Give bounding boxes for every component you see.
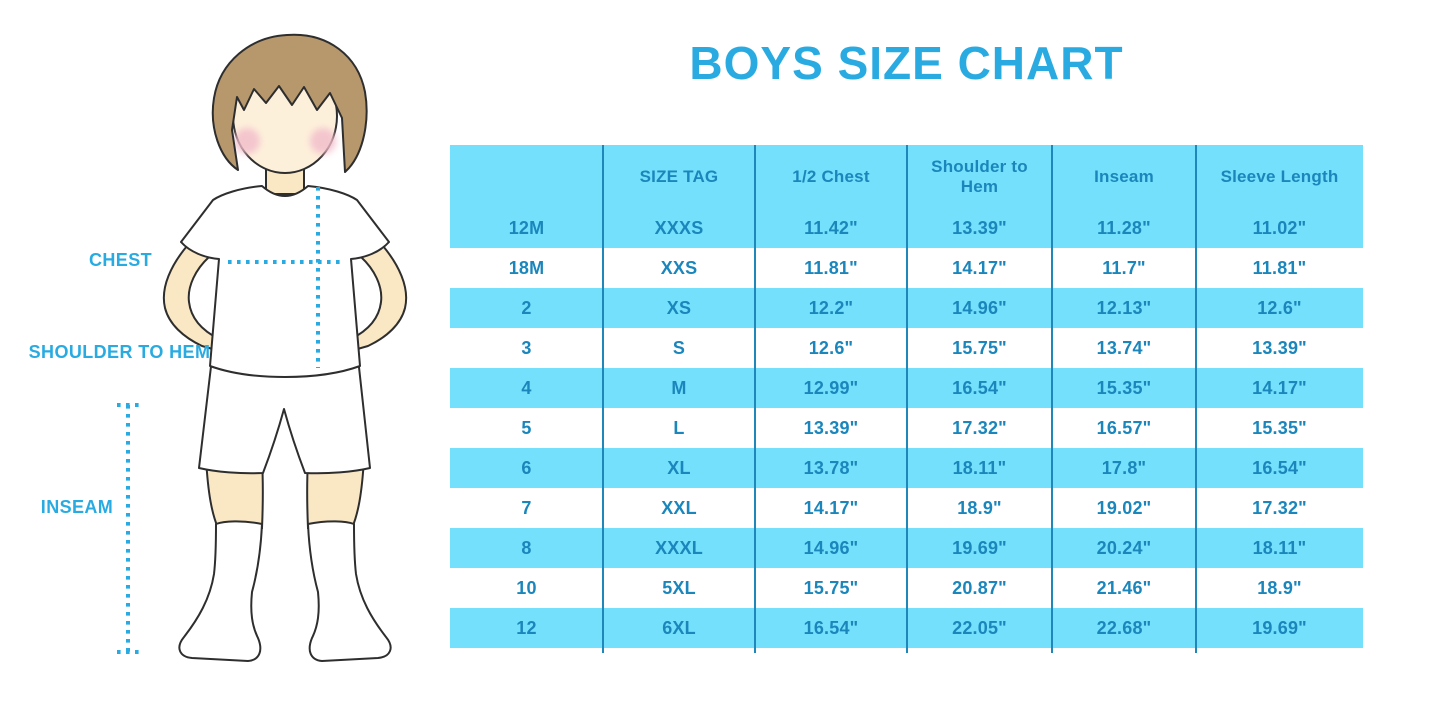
header-cell-inseam: Inseam bbox=[1094, 166, 1154, 186]
cell-size-tag: L bbox=[673, 417, 685, 438]
cell-sleeve-length: 19.69" bbox=[1252, 617, 1307, 638]
cell-half-chest: 12.6" bbox=[808, 337, 854, 358]
cell-inseam: 15.35" bbox=[1096, 377, 1152, 398]
cell-inseam: 11.7" bbox=[1102, 257, 1146, 278]
cell-sleeve-length: 15.35" bbox=[1252, 417, 1307, 438]
cell-shoulder-hem: 14.17" bbox=[952, 257, 1007, 278]
cell-size-tag: XS bbox=[666, 297, 692, 318]
cell-sleeve-length: 14.17" bbox=[1252, 377, 1307, 398]
cell-sleeve-length: 13.39" bbox=[1252, 337, 1307, 358]
cell-shoulder-hem: 18.11" bbox=[952, 457, 1007, 478]
cell-half-chest: 11.42" bbox=[804, 217, 858, 238]
measurement-guides bbox=[117, 187, 345, 654]
cell-half-chest: 16.54" bbox=[803, 617, 859, 638]
cell-size-tag: 5XL bbox=[662, 577, 696, 598]
cell-sleeve-length: 16.54" bbox=[1252, 457, 1307, 478]
header-cell-sleeve-length: Sleeve Length bbox=[1220, 166, 1339, 186]
cell-shoulder-hem: 17.32" bbox=[952, 417, 1007, 438]
cell-sleeve-length: 18.11" bbox=[1252, 537, 1307, 558]
boy-measurement-figure: CHEST SHOULDER TO HEM INSEAM bbox=[0, 0, 450, 723]
boy-right-arm bbox=[350, 245, 408, 351]
cell-size-tag: XXXL bbox=[655, 537, 703, 558]
cell-sleeve-length: 11.02" bbox=[1252, 217, 1307, 238]
cell-age-size: 3 bbox=[521, 337, 532, 358]
cell-age-size: 2 bbox=[521, 297, 532, 318]
header-cell-shoulder-hem: Shoulder to Hem bbox=[931, 156, 1028, 196]
cell-half-chest: 12.2" bbox=[808, 297, 854, 318]
cell-age-size: 7 bbox=[521, 497, 532, 518]
cell-size-tag: M bbox=[671, 377, 687, 398]
cell-half-chest: 14.17" bbox=[803, 497, 859, 518]
boy-left-sock bbox=[178, 520, 263, 662]
cell-inseam: 12.13" bbox=[1096, 297, 1152, 318]
cell-size-tag: XXXS bbox=[654, 217, 704, 238]
cell-size-tag: XXS bbox=[660, 257, 698, 278]
cell-shoulder-hem: 15.75" bbox=[952, 337, 1007, 358]
cell-half-chest: 13.39" bbox=[803, 417, 859, 438]
cell-age-size: 8 bbox=[521, 537, 532, 558]
cell-age-size: 4 bbox=[521, 377, 532, 398]
cell-sleeve-length: 12.6" bbox=[1257, 297, 1302, 318]
cell-age-size: 10 bbox=[516, 577, 537, 598]
header-cell-half-chest: 1/2 Chest bbox=[792, 166, 870, 186]
cell-shoulder-hem: 14.96" bbox=[952, 297, 1007, 318]
boy-left-cheek bbox=[234, 128, 260, 154]
cell-inseam: 19.02" bbox=[1096, 497, 1152, 518]
cell-shoulder-hem: 19.69" bbox=[952, 537, 1007, 558]
cell-shoulder-hem: 22.05" bbox=[952, 617, 1007, 638]
cell-inseam: 22.68" bbox=[1096, 617, 1152, 638]
cell-half-chest: 13.78" bbox=[803, 457, 859, 478]
boy-right-sock bbox=[307, 520, 392, 662]
column-divider bbox=[754, 145, 756, 653]
cell-size-tag: 6XL bbox=[662, 617, 696, 638]
boy-right-cheek bbox=[310, 128, 336, 154]
cell-inseam: 11.28" bbox=[1097, 217, 1151, 238]
cell-sleeve-length: 11.81" bbox=[1252, 257, 1307, 278]
boy-shirt bbox=[180, 185, 390, 378]
cell-inseam: 20.24" bbox=[1096, 537, 1152, 558]
cell-inseam: 17.8" bbox=[1101, 457, 1147, 478]
cell-shoulder-hem: 20.87" bbox=[952, 577, 1007, 598]
cell-inseam: 16.57" bbox=[1096, 417, 1152, 438]
cell-shoulder-hem: 16.54" bbox=[952, 377, 1007, 398]
inseam-label: INSEAM bbox=[40, 497, 114, 517]
boy-hair bbox=[211, 33, 368, 173]
page-title: BOYS SIZE CHART bbox=[689, 37, 1124, 89]
cell-shoulder-hem: 18.9" bbox=[957, 497, 1002, 518]
boy-shorts bbox=[198, 357, 371, 475]
column-divider bbox=[602, 145, 604, 653]
cell-size-tag: XXL bbox=[661, 497, 697, 518]
column-divider bbox=[1195, 145, 1197, 653]
cell-half-chest: 15.75" bbox=[803, 577, 859, 598]
cell-inseam: 13.74" bbox=[1096, 337, 1152, 358]
header-cell-size-tag: SIZE TAG bbox=[639, 166, 719, 186]
cell-inseam: 21.46" bbox=[1096, 577, 1152, 598]
cell-sleeve-length: 18.9" bbox=[1257, 577, 1302, 598]
cell-size-tag: XL bbox=[667, 457, 691, 478]
cell-age-size: 12 bbox=[516, 617, 537, 638]
cell-age-size: 6 bbox=[521, 457, 532, 478]
cell-shoulder-hem: 13.39" bbox=[952, 217, 1007, 238]
cell-half-chest: 14.96" bbox=[803, 537, 859, 558]
cell-age-size: 12M bbox=[508, 217, 545, 238]
cell-half-chest: 12.99" bbox=[803, 377, 859, 398]
column-divider bbox=[906, 145, 908, 653]
column-divider bbox=[1051, 145, 1053, 653]
boy-illustration bbox=[117, 33, 408, 662]
cell-age-size: 5 bbox=[521, 417, 532, 438]
cell-size-tag: S bbox=[672, 337, 686, 358]
shoulder-to-hem-label: SHOULDER TO HEM bbox=[28, 342, 211, 362]
size-chart-table: SIZE TAG 1/2 Chest Shoulder to Hem Insea… bbox=[450, 145, 1363, 653]
cell-half-chest: 11.81" bbox=[804, 257, 858, 278]
cell-sleeve-length: 17.32" bbox=[1252, 497, 1307, 518]
chest-label: CHEST bbox=[88, 250, 152, 270]
cell-age-size: 18M bbox=[508, 257, 545, 278]
